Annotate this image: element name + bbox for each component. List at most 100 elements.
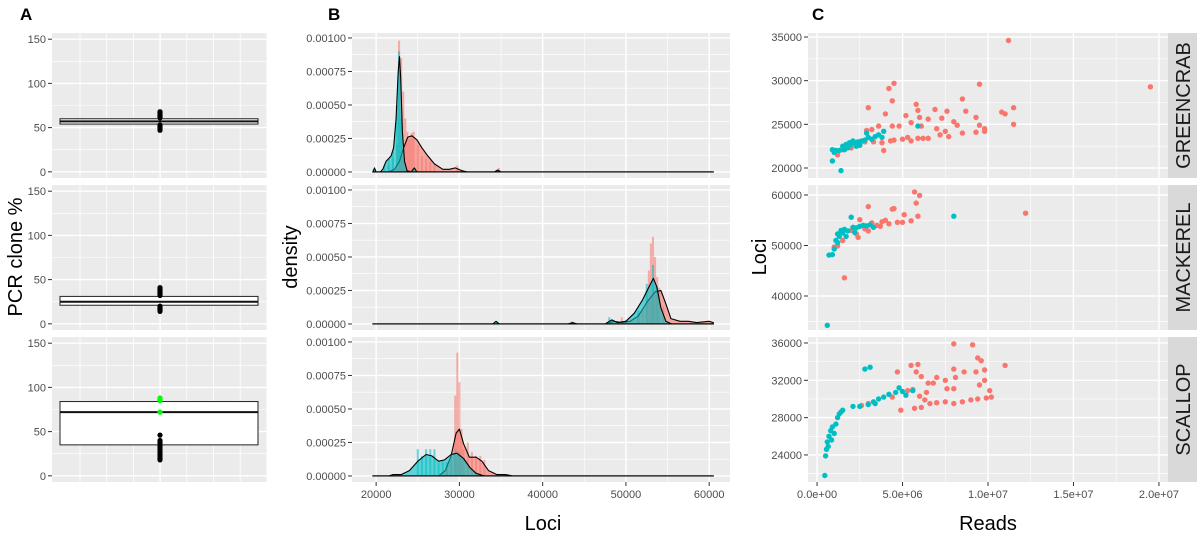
density-curve-teal	[372, 277, 714, 325]
y-tick-label: 20000	[771, 163, 802, 175]
panel-label-c: C	[812, 5, 824, 24]
x-tick-label: 30000	[444, 489, 475, 501]
density-curve-teal	[372, 452, 714, 477]
y-tick-label: 0.00025	[306, 285, 346, 297]
scatter-point-red	[894, 219, 901, 225]
facet-strip	[1168, 33, 1197, 178]
scatter-point-red	[898, 407, 904, 413]
y-tick-label: 100	[28, 230, 46, 242]
scatter-point-teal	[875, 396, 882, 402]
scatter-point-red	[925, 135, 931, 141]
scatter-point-teal	[831, 430, 837, 437]
panel-c-y-axis-title: Loci	[749, 239, 771, 276]
y-tick-label: 30000	[771, 76, 802, 88]
panel-a-facet: 0 50 100 150	[28, 337, 268, 483]
y-tick-label: 28000	[771, 413, 802, 425]
scatter-point-red	[934, 126, 940, 132]
point	[157, 109, 163, 115]
x-tick-label: 1.5e+07	[1053, 489, 1093, 501]
scatter-point-red	[973, 369, 979, 375]
histogram-bar-teal	[608, 317, 611, 324]
panel-b-facet: 0.00000 0.00025 0.00050 0.00075 0.00100	[306, 185, 730, 331]
y-tick-label: 0.00075	[306, 370, 346, 382]
scatter-point-red	[954, 122, 960, 128]
scatter-point-teal	[824, 322, 830, 328]
scatter-point-red	[889, 123, 895, 129]
scatter-point-red	[976, 382, 983, 388]
scatter-point-red	[927, 400, 933, 407]
panel-a-y-axis-title: PCR clone %	[5, 197, 27, 316]
y-tick-label: 0.00100	[306, 33, 346, 45]
scatter-point-teal	[824, 439, 830, 445]
scatter-point-red	[925, 380, 931, 386]
y-tick-label: 0.00000	[306, 167, 346, 179]
scatter-point-red	[891, 137, 897, 143]
scatter-point-red	[857, 217, 863, 223]
scatter-point-red	[951, 341, 957, 347]
scatter-point-teal	[886, 391, 892, 397]
scatter-point-red	[981, 377, 988, 383]
scatter-point-red	[973, 129, 979, 135]
x-tick-label: 5.0e+06	[882, 489, 922, 501]
x-tick-label: 2.0e+07	[1139, 489, 1179, 501]
scatter-point-red	[981, 367, 988, 373]
scatter-point-teal	[836, 233, 842, 240]
y-tick-label: 0	[40, 319, 46, 331]
scatter-point-teal	[850, 403, 856, 410]
x-tick-label: 20000	[361, 489, 392, 501]
scatter-point-red	[882, 217, 889, 223]
scatter-point-red	[899, 219, 906, 225]
scatter-point-red	[1010, 121, 1017, 128]
y-tick-label: 24000	[771, 450, 802, 462]
scatter-point-red	[973, 114, 979, 121]
scatter-point-red	[905, 387, 911, 394]
y-tick-label: 50	[34, 275, 46, 287]
scatter-point-red	[925, 116, 931, 122]
scatter-point-red	[1002, 362, 1008, 369]
scatter-point-teal	[867, 364, 873, 370]
scatter-point-teal	[951, 213, 957, 219]
scatter-point-red	[939, 115, 945, 121]
x-tick-label: 1.0e+07	[968, 489, 1008, 501]
panel-b-x-axis-title: Loci	[525, 513, 562, 535]
scatter-point-teal	[848, 214, 854, 220]
scatter-point-red	[932, 106, 938, 113]
scatter-point-teal	[838, 409, 844, 415]
scatter-point-teal	[846, 140, 853, 146]
scatter-point-red	[922, 397, 928, 403]
y-tick-label: 0.00025	[306, 133, 346, 145]
point	[157, 432, 163, 438]
scatter-point-red	[930, 380, 936, 386]
y-tick-label: 0	[40, 471, 46, 483]
scatter-point-red	[961, 369, 967, 375]
plot-layer: 0 50 100 150 0 50 100 150 0 50 100 150 0.00000 0.0002…	[28, 32, 1197, 501]
scatter-point-red	[1022, 210, 1029, 216]
scatter-point-red	[944, 108, 950, 114]
scatter-point-red	[934, 374, 940, 381]
y-tick-label: 0.00075	[306, 218, 346, 230]
y-tick-label: 32000	[771, 375, 802, 387]
x-tick-label: 0.0e+00	[797, 489, 837, 501]
point	[157, 122, 163, 128]
scatter-point-teal	[822, 453, 829, 459]
panel-c-facet-mackerel: 40000 50000 60000 MACKEREL	[771, 185, 1197, 330]
panel-label-b: B	[328, 5, 340, 24]
y-tick-label: 0.00100	[306, 185, 346, 197]
box	[59, 401, 259, 446]
scatter-point-teal	[828, 437, 835, 443]
panel-b-y-axis-title: density	[280, 225, 302, 288]
scatter-point-red	[841, 275, 848, 281]
scatter-point-red	[937, 132, 943, 138]
scatter-point-red	[976, 122, 983, 128]
y-tick-label: 100	[28, 382, 46, 394]
y-tick-label: 50000	[771, 241, 802, 253]
scatter-point-red	[840, 237, 846, 244]
y-tick-label: 100	[28, 78, 46, 90]
y-tick-label: 150	[28, 338, 46, 350]
scatter-point-red	[969, 342, 976, 348]
scatter-point-red	[894, 369, 901, 375]
scatter-point-red	[901, 212, 907, 218]
y-tick-label: 0.00050	[306, 252, 346, 264]
histogram-bar-red	[456, 352, 459, 476]
scatter-point-red	[908, 119, 914, 126]
